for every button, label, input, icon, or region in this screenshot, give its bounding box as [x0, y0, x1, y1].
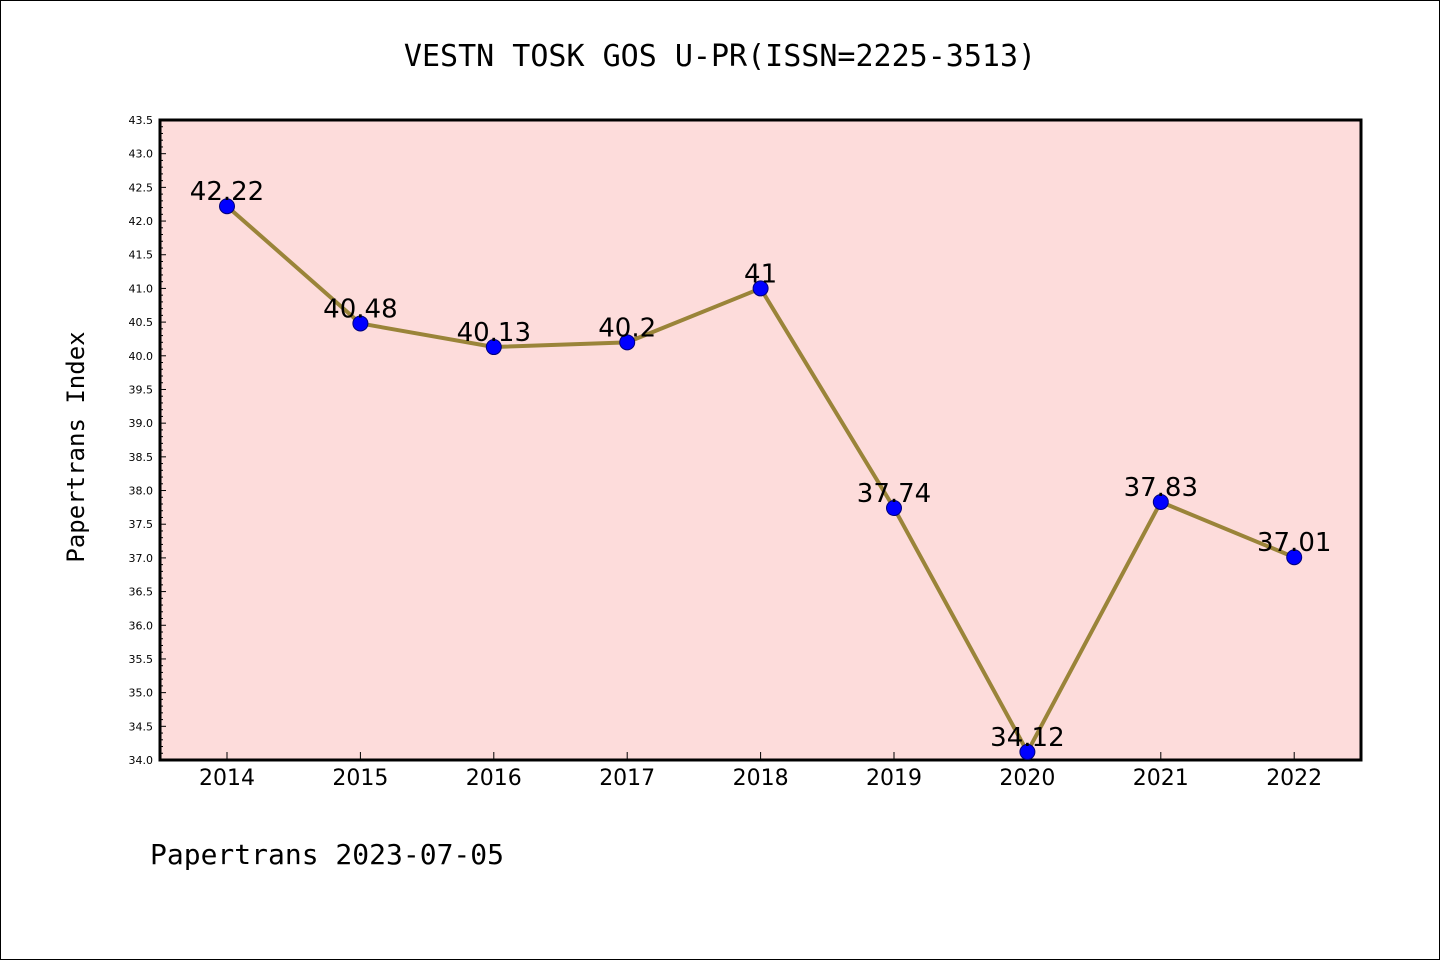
- y-tick-label: 36.0: [129, 619, 154, 632]
- y-tick-label: 34.0: [129, 754, 154, 767]
- x-tick-label: 2015: [332, 766, 388, 791]
- data-label: 37.83: [1124, 473, 1198, 503]
- y-tick-label: 42.0: [129, 215, 154, 228]
- data-label: 40.48: [323, 294, 397, 324]
- data-point: [752, 280, 769, 297]
- data-label: 37.74: [857, 479, 931, 509]
- y-tick-label: 38.0: [129, 485, 154, 498]
- y-tick-label: 43.5: [129, 114, 154, 127]
- y-tick-label: 39.0: [129, 417, 154, 430]
- data-point: [485, 339, 502, 356]
- x-tick-label: 2016: [466, 766, 522, 791]
- data-label: 34.12: [990, 723, 1064, 753]
- y-tick-label: 42.5: [129, 181, 154, 194]
- y-tick-label: 35.5: [129, 653, 154, 666]
- y-tick-label: 40.0: [129, 350, 154, 363]
- data-point: [619, 334, 636, 351]
- x-tick-label: 2021: [1133, 766, 1189, 791]
- data-point: [886, 500, 902, 517]
- y-tick-label: 39.5: [129, 383, 154, 396]
- x-tick-label: 2017: [599, 766, 655, 791]
- chart-title: VESTN TOSK GOS U-PR(ISSN=2225-3513): [404, 39, 1036, 74]
- data-label: 41: [744, 259, 777, 289]
- y-tick-label: 41.0: [129, 282, 154, 295]
- y-tick-label: 37.0: [129, 552, 154, 565]
- data-label: 40.13: [457, 318, 531, 348]
- x-tick-label: 2019: [866, 766, 922, 791]
- y-axis-label: Papertrans Index: [62, 331, 90, 562]
- data-label: 40.2: [598, 313, 656, 343]
- x-axis: 2014 2015 2016 2017 2018 2019 2020 2021 2022: [199, 752, 1322, 791]
- y-tick-label: 36.5: [129, 586, 154, 599]
- footer-caption: Papertrans 2023-07-05: [150, 838, 504, 871]
- y-tick-label: 40.5: [129, 316, 154, 329]
- data-point: [352, 315, 369, 332]
- data-label: 42.22: [190, 177, 264, 207]
- data-point: [1152, 493, 1169, 510]
- data-point: [1286, 549, 1303, 566]
- y-tick-label: 38.5: [129, 451, 154, 464]
- plot-area: [158, 118, 1363, 762]
- x-tick-label: 2020: [999, 766, 1055, 791]
- data-markers: [219, 198, 1303, 760]
- y-axis: 34.0 34.5 35.0 35.5 36.0 36.5 37.0 37.5 38.0 38.5…: [129, 114, 166, 767]
- y-tick-label: 41.5: [129, 249, 154, 262]
- x-tick-label: 2014: [199, 766, 255, 791]
- data-point: [219, 198, 235, 215]
- y-tick-label: 43.0: [129, 148, 154, 161]
- data-point: [1019, 743, 1036, 760]
- y-tick-label: 37.5: [129, 518, 154, 531]
- x-tick-label: 2022: [1266, 766, 1322, 791]
- data-labels: 42.22 40.48 40.13 40.2 41 37.74 34.12 37.83 37.0…: [190, 177, 1332, 753]
- y-tick-label: 34.5: [129, 720, 154, 733]
- x-tick-label: 2018: [733, 766, 789, 791]
- y-tick-label: 35.0: [129, 687, 154, 700]
- data-label: 37.01: [1257, 528, 1331, 558]
